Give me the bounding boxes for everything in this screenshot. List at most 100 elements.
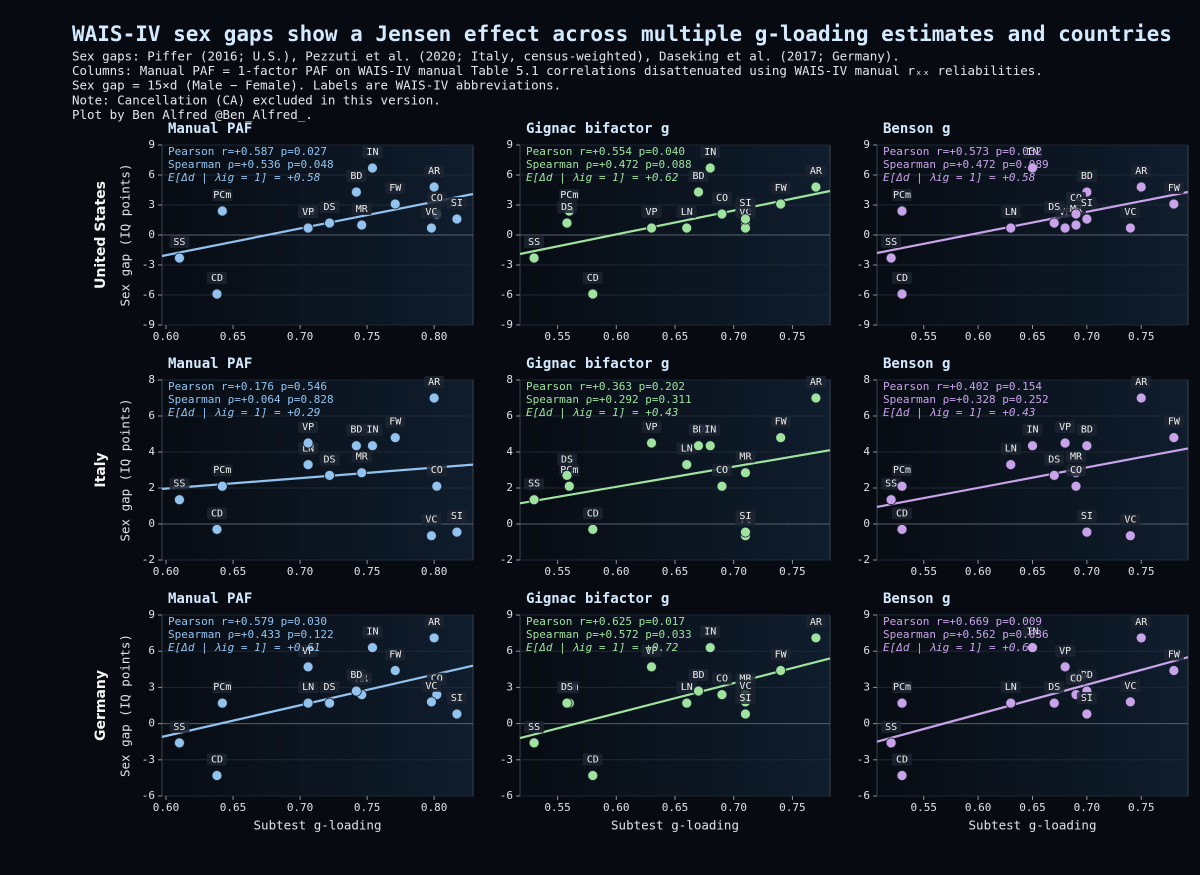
y-tick-label: 0: [506, 717, 513, 730]
point: [561, 469, 573, 481]
point: [324, 469, 335, 481]
stats-annotation: Spearman ρ=+0.064 p=0.828: [168, 393, 334, 406]
point-label: CD: [587, 273, 599, 284]
x-tick-label: 0.70: [287, 330, 314, 343]
point: [389, 432, 401, 444]
point-label: SI: [739, 693, 751, 704]
point-label-box: [421, 206, 442, 218]
point-label-box: [1131, 165, 1152, 177]
stats-annotation: E[Δd | λig = 1] = +0.62: [526, 171, 679, 184]
stats-annotation: Pearson r=+0.363 p=0.202: [526, 380, 685, 393]
point-label: LN: [302, 682, 314, 693]
point-label-box: [1065, 464, 1086, 477]
point-label: SI: [1081, 693, 1093, 704]
point-label-box: [556, 201, 577, 213]
x-tick-label: 0.65: [662, 565, 689, 578]
point-label-box: [1163, 415, 1184, 428]
y-tick-label: -6: [500, 789, 513, 802]
plot-area: [876, 379, 1189, 561]
point: [1168, 432, 1180, 444]
point: [356, 219, 368, 231]
point-label-box: [735, 679, 756, 692]
point-label-box: [770, 648, 791, 661]
point-label-box: [1044, 681, 1065, 694]
point-label: LN: [1005, 682, 1017, 693]
panel-title: Gignac bifactor g: [526, 121, 669, 137]
stats-annotation: Pearson r=+0.176 p=0.546: [168, 380, 327, 393]
point-label: BD: [692, 171, 704, 182]
y-tick-label: 3: [863, 680, 870, 693]
point-label-box: [735, 450, 756, 463]
point-label: VP: [1059, 422, 1071, 433]
point: [356, 467, 368, 479]
y-tick-label: -6: [500, 288, 513, 301]
point-label: FW: [775, 183, 788, 194]
point-label-box: [169, 720, 190, 733]
point-label-box: [212, 464, 233, 477]
x-tick-label: 0.70: [287, 565, 314, 578]
point-label-box: [711, 672, 732, 685]
y-axis-label: Sex gap (IQ points): [118, 164, 133, 307]
point-label-box: [446, 510, 467, 523]
y-tick-label: -3: [500, 753, 513, 766]
point-label-box: [582, 272, 603, 284]
point-label-box: [1131, 376, 1152, 388]
note: Plot by Ben Alfred @Ben_Alfred_.: [72, 107, 313, 122]
x-tick-label: 0.65: [1019, 330, 1046, 343]
point: [885, 737, 897, 749]
x-tick-label: 0.60: [603, 801, 630, 814]
point-label-box: [424, 165, 445, 177]
x-tick-label: 0.70: [287, 801, 314, 814]
point-label-box: [1065, 450, 1086, 463]
stats-annotation: Spearman ρ=+0.572 p=0.033: [526, 628, 692, 641]
point-label-box: [641, 206, 662, 218]
point-label-box: [1044, 453, 1065, 466]
x-tick-label: 0.65: [220, 330, 247, 343]
y-tick-label: -3: [142, 258, 155, 271]
stats-annotation: E[Δd | λig = 1] = +0.69: [883, 641, 1035, 654]
point: [896, 524, 908, 535]
point: [451, 213, 463, 225]
point-label-box: [346, 170, 367, 182]
point-label: SS: [885, 237, 897, 248]
point-label: SS: [173, 237, 185, 248]
point-label: LN: [1005, 444, 1017, 455]
y-tick-label: 0: [506, 228, 513, 241]
x-tick-label: 0.60: [965, 801, 992, 814]
point: [1081, 708, 1093, 720]
point: [810, 181, 822, 193]
point-label: IN: [704, 147, 716, 158]
point: [775, 432, 787, 444]
point-label: BD: [350, 425, 362, 436]
point-label: VC: [1124, 515, 1136, 526]
point-label-box: [676, 442, 697, 455]
point-label-box: [169, 236, 190, 248]
point-label-box: [641, 644, 662, 657]
y-tick-label: 9: [148, 608, 155, 621]
point-label-box: [1055, 421, 1076, 433]
point-label-box: [1044, 201, 1065, 213]
point: [367, 162, 378, 174]
point-label: SI: [451, 693, 463, 704]
y-axis-label: Sex gap (IQ points): [118, 634, 133, 777]
point: [810, 632, 822, 644]
point-label: DS: [1048, 202, 1060, 213]
panel-title: Benson g: [883, 591, 950, 607]
y-tick-label: 6: [506, 409, 513, 422]
point: [1135, 392, 1147, 404]
y-tick-label: 3: [148, 198, 155, 211]
point-label: VC: [739, 681, 751, 692]
point-label: BD: [1081, 425, 1093, 436]
point-label-box: [1076, 170, 1097, 182]
y-tick-label: 4: [863, 445, 870, 458]
point-label: PCm: [213, 465, 231, 476]
x-tick-label: 0.80: [421, 330, 448, 343]
point-label-box: [556, 681, 577, 694]
point-label: SI: [451, 511, 463, 522]
stats-annotation: Spearman ρ=+0.536 p=0.048: [168, 158, 334, 171]
x-tick-label: 0.60: [153, 801, 180, 814]
x-tick-label: 0.60: [603, 565, 630, 578]
point-label-box: [770, 182, 791, 194]
point-label: IN: [366, 425, 378, 436]
